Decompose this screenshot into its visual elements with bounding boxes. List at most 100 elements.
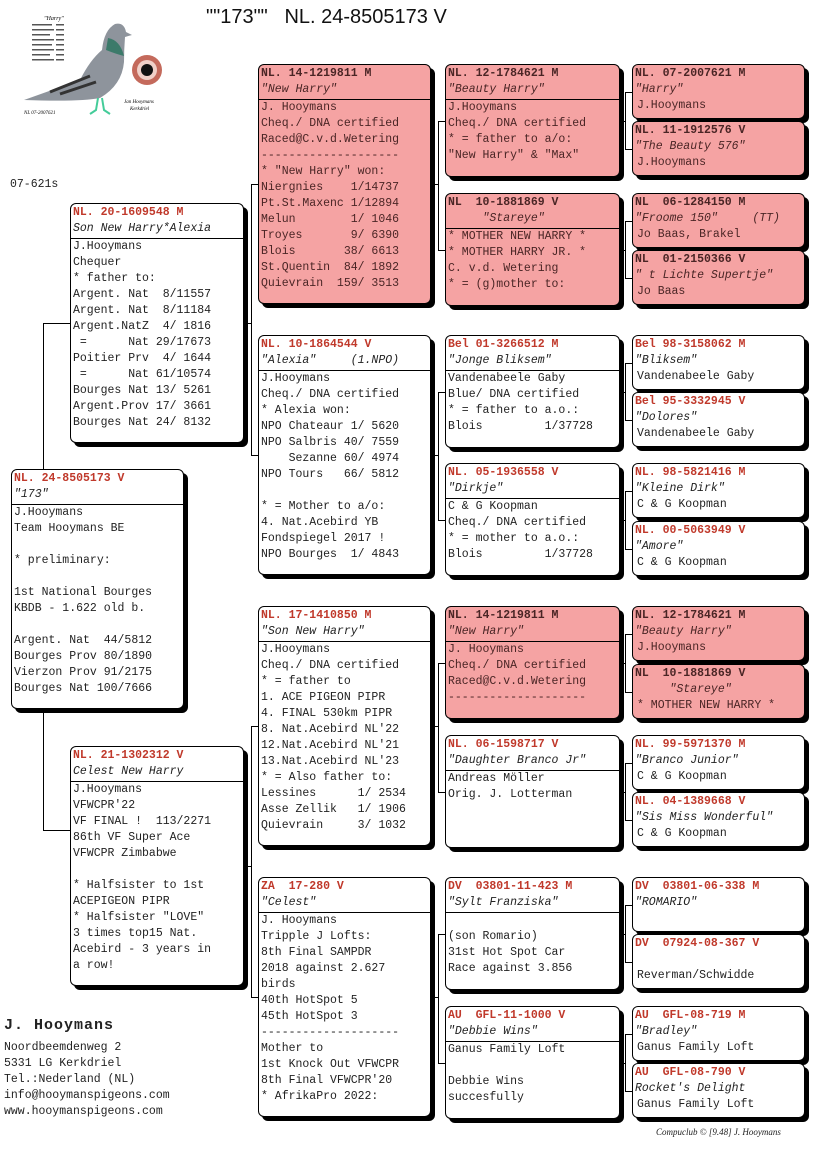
card-body: J.Hooymans <box>633 640 804 656</box>
pigeon-name: "Stareye" <box>448 212 545 225</box>
connector-line <box>251 997 258 998</box>
pigeon-card-ancestor-27[interactable]: DV 03801-06-338 M "ROMARIO" <box>632 877 805 932</box>
pigeon-card-ancestor-14[interactable]: AU GFL-11-1000 V "Debbie Wins" Ganus Famil… <box>445 1006 620 1119</box>
card-line: Quievrain 159/ 3513 <box>261 277 400 290</box>
pigeon-card-ancestor-6[interactable]: ZA 17-280 V "Celest" J. Hooymans Tripple J … <box>258 877 431 1117</box>
ring-number: NL. 14-1219811 M <box>448 609 559 622</box>
pigeon-name: "New Harry" <box>261 83 337 96</box>
card-line: Bourges Prov 80/1890 <box>14 650 153 663</box>
connector-line <box>431 726 438 727</box>
breeder-email[interactable]: info@hooymanspigeons.com <box>4 1089 170 1102</box>
pigeon-card-ancestor-23[interactable]: NL. 12-1784621 M "Beauty Harry" J.Hooymans <box>632 606 805 661</box>
connector-line <box>625 490 626 549</box>
ring-number: Bel 01-3266512 M <box>448 338 559 351</box>
logo-text: Kerkdriel <box>129 107 150 112</box>
card-line: J.Hooymans <box>14 506 84 519</box>
ring-number: NL. 12-1784621 M <box>448 67 559 80</box>
connector-line <box>43 830 70 831</box>
pigeon-card-ancestor-30[interactable]: AU GFL-08-790 V Rocket's Delight Ganus Fam… <box>632 1063 805 1118</box>
pigeon-card-ancestor-29[interactable]: AU GFL-08-719 M "Bradley" Ganus Family Lof… <box>632 1006 805 1061</box>
pigeon-card-ancestor-25[interactable]: NL. 99-5971370 M "Branco Junior" C & G Koo… <box>632 735 805 790</box>
card-body: Andreas Möller Orig. J. Lotterman <box>446 771 619 803</box>
pigeon-card-ancestor-10[interactable]: NL. 05-1936558 V "Dirkje" C & G Koopman Che… <box>445 463 620 576</box>
card-line <box>446 1058 619 1074</box>
pigeon-name: "173" <box>14 488 49 501</box>
pigeon-card-ancestor-24[interactable]: NL 10-1881869 V "Stareye" * MOTHER NEW HA… <box>632 664 805 719</box>
pigeon-card-ancestor-20[interactable]: Bel 95-3332945 V "Dolores" Vandenabeele Ga… <box>632 392 805 447</box>
pigeon-card-ancestor-26[interactable]: NL. 04-1389668 V "Sis Miss Wonderful" C & … <box>632 792 805 847</box>
card-line <box>12 569 183 585</box>
card-line: VFWCPR Zimbabwe <box>73 847 177 860</box>
card-line: Argent.NatZ 4/ 1816 <box>73 320 212 333</box>
card-header: NL 10-1881869 V "Stareye" <box>446 194 619 229</box>
pigeon-card-ancestor-22[interactable]: NL. 00-5063949 V "Amore" C & G Koopman <box>632 521 805 576</box>
pigeon-card-ancestor-13[interactable]: DV 03801-11-423 M "Sylt Franziska" (son Ro… <box>445 877 620 990</box>
card-line: Pt.St.Maxenc 1/12894 <box>261 197 400 210</box>
pigeon-name: Son New Harry*Alexia <box>73 222 212 235</box>
connector-line <box>438 120 439 250</box>
card-line <box>446 913 619 929</box>
pigeon-card-subject[interactable]: NL. 24-8505173 V "173" J.Hooymans Team Hooy… <box>11 469 184 709</box>
card-line: NPO Chateaur 1/ 5620 <box>261 420 400 433</box>
card-body: Jo Baas, Brakel <box>633 227 804 243</box>
pigeon-card-ancestor-4[interactable]: NL. 10-1864544 V "Alexia" (1.NPO) J.Hooyma… <box>258 335 431 575</box>
ring-number: NL. 99-5971370 M <box>635 738 746 751</box>
pigeon-card-ancestor-19[interactable]: Bel 98-3158062 M "Bliksem" Vandenabeele Ga… <box>632 335 805 390</box>
pigeon-name: "Debbie Wins" <box>448 1025 538 1038</box>
card-line: * = father to a.o.: <box>448 404 580 417</box>
pigeon-card-ancestor-16[interactable]: NL. 11-1912576 V "The Beauty 576" J.Hooyma… <box>632 121 805 176</box>
card-line: * = father to <box>261 675 351 688</box>
card-header: Bel 01-3266512 M "Jonge Bliksem" <box>446 336 619 371</box>
card-line: Tripple J Lofts: <box>261 930 372 943</box>
card-line: birds <box>261 978 296 991</box>
pigeon-card-ancestor-15[interactable]: NL. 07-2007621 M "Harry" J.Hooymans <box>632 64 805 119</box>
pigeon-card-ancestor-21[interactable]: NL. 98-5821416 M "Kleine Dirk" C & G Koopm… <box>632 463 805 518</box>
pigeon-name: "Harry" <box>635 83 684 96</box>
connector-line <box>625 633 626 692</box>
connector-line <box>431 184 438 185</box>
breeder-website[interactable]: www.hooymanspigeons.com <box>4 1105 163 1118</box>
pigeon-name: "Branco Junior" <box>635 754 739 767</box>
ring-number: NL. 07-2007621 M <box>635 67 746 80</box>
connector-line <box>251 184 252 455</box>
connector-line <box>251 184 258 185</box>
pigeon-card-ancestor-18[interactable]: NL 01-2150366 V " t Lichte Supertje" Jo Ba… <box>632 250 805 305</box>
pigeon-card-ancestor-8[interactable]: NL 10-1881869 V "Stareye" * MOTHER NEW HA… <box>445 193 620 306</box>
pigeon-card-ancestor-17[interactable]: NL 06-1284150 M "Froome 150" (TT) Jo Baas,… <box>632 193 805 248</box>
ring-number: NL. 12-1784621 M <box>635 609 746 622</box>
card-line: Blois 1/37728 <box>448 420 593 433</box>
breeder-phone: Tel.:Nederland (NL) <box>4 1073 136 1086</box>
card-body <box>633 911 804 927</box>
connector-line <box>438 1062 445 1064</box>
pigeon-card-ancestor-3[interactable]: NL. 14-1219811 M "New Harry" J. Hooymans Ch… <box>258 64 431 304</box>
card-line: -------------------- <box>261 149 400 162</box>
card-body: C & G Koopman <box>633 826 804 842</box>
pigeon-card-ancestor-9[interactable]: Bel 01-3266512 M "Jonge Bliksem" Vandenabe… <box>445 335 620 448</box>
card-line: 13.Nat.Acebird NL'23 <box>261 755 400 768</box>
card-line: J. Hooymans <box>261 914 337 927</box>
pigeon-card-ancestor-5[interactable]: NL. 17-1410850 M "Son New Harry" J.Hooyman… <box>258 606 431 846</box>
card-line: Bourges Nat 100/7666 <box>14 682 153 695</box>
pigeon-name: "Dirkje" <box>448 482 504 495</box>
card-body: J.Hooymans Chequer * father to: Argent. Nat… <box>71 239 243 431</box>
connector-line <box>625 490 632 492</box>
pigeon-card-ancestor-28[interactable]: DV 07924-08-367 V Reverman/Schwidde <box>632 934 805 989</box>
card-line: = Nat 29/17673 <box>73 336 212 349</box>
pigeon-card-ancestor-11[interactable]: NL. 14-1219811 M "New Harry" J. Hooymans Ch… <box>445 606 620 719</box>
card-line: J.Hooymans <box>448 101 518 114</box>
pigeon-card-ancestor-7[interactable]: NL. 12-1784621 M "Beauty Harry" J.Hooymans… <box>445 64 620 177</box>
card-line: Cheq./ DNA certified <box>448 516 587 529</box>
card-line: Argent.Prov 17/ 3661 <box>73 400 212 413</box>
ring-number: AU GFL-11-1000 V <box>448 1009 566 1022</box>
card-line: Cheq./ DNA certified <box>448 659 587 672</box>
pigeon-card-ancestor-12[interactable]: NL. 06-1598717 V "Daughter Branco Jr" Andr… <box>445 735 620 848</box>
card-header: NL. 06-1598717 V "Daughter Branco Jr" <box>446 736 619 771</box>
ring-number: AU GFL-08-790 V <box>635 1066 746 1079</box>
pigeon-card-sire[interactable]: NL. 20-1609548 M Son New Harry*Alexia J.Ho… <box>70 203 244 443</box>
pigeon-card-dam[interactable]: NL. 21-1302312 V Celest New Harry J.Hooyma… <box>70 746 244 986</box>
connector-line <box>251 726 252 997</box>
card-line: Debbie Wins <box>448 1075 524 1088</box>
card-header: NL. 05-1936558 V "Dirkje" <box>446 464 619 499</box>
pigeon-name <box>635 952 802 968</box>
card-header: NL. 12-1784621 M "Beauty Harry" <box>633 607 804 640</box>
